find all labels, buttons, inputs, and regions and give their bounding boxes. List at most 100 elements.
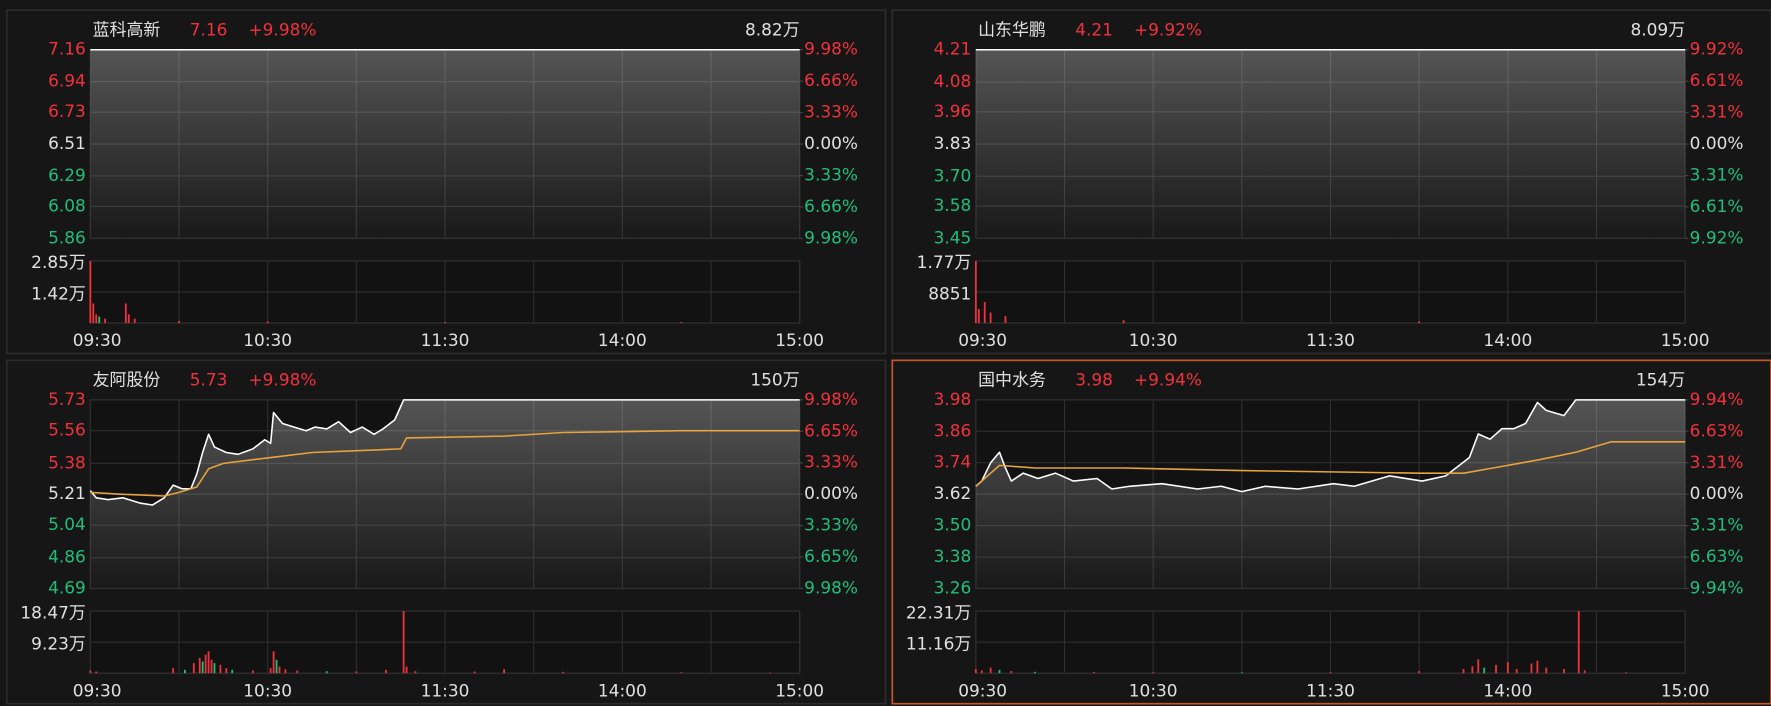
x-tick-label: 11:30	[421, 330, 470, 350]
stock-name: 蓝科高新	[93, 20, 161, 40]
volume-bar	[207, 651, 210, 674]
volume-bar	[562, 671, 565, 674]
y-tick-label: 4.86	[48, 547, 86, 567]
y-tick-label: 3.70	[934, 165, 972, 185]
volume-bar	[414, 671, 417, 674]
y-tick-label: 5.56	[48, 420, 86, 440]
volume-total: 8.09万	[1631, 20, 1686, 40]
volume-bar	[1462, 669, 1465, 674]
y-tick-label: 3.74	[934, 452, 972, 472]
volume-bar	[1418, 670, 1421, 674]
y2-tick-label: 9.98%	[804, 227, 858, 247]
volume-bar	[1329, 672, 1332, 674]
x-tick-label: 14:00	[1483, 330, 1532, 350]
stock-change: +9.98%	[248, 20, 316, 40]
y-tick-label: 6.51	[48, 133, 86, 153]
y2-tick-label: 6.66%	[804, 196, 858, 216]
x-tick-label: 15:00	[775, 330, 824, 350]
x-tick-label: 14:00	[598, 680, 647, 700]
y-tick-label: 5.38	[48, 452, 86, 472]
volume-bar	[269, 668, 272, 674]
volume-bar	[980, 670, 983, 674]
volume-bar	[219, 664, 222, 674]
volume-bar	[231, 669, 234, 674]
price-line	[975, 440, 1686, 487]
volume-bar	[325, 671, 328, 674]
volume-bar	[355, 671, 358, 674]
y2-tick-label: 6.63%	[1690, 420, 1744, 440]
y2-tick-label: 0.00%	[1690, 133, 1744, 153]
volume-bar	[1093, 672, 1095, 674]
volume-bar	[974, 260, 977, 324]
volume-bar	[1577, 611, 1580, 674]
volume-bar	[89, 670, 92, 674]
volume-bar	[213, 663, 216, 674]
y2-tick-label: 0.00%	[1690, 483, 1744, 503]
y-tick-label: 7.16	[48, 39, 86, 59]
y2-tick-label: 6.65%	[804, 420, 858, 440]
y2-tick-label: 9.98%	[804, 39, 858, 59]
y-tick-label: 4.21	[934, 39, 972, 59]
y-tick-label: 3.98	[934, 389, 972, 409]
y-tick-label: 3.58	[934, 195, 972, 215]
y-tick-label: 3.38	[934, 546, 972, 566]
x-tick-label: 09:30	[73, 330, 122, 350]
volume-bar	[989, 312, 992, 324]
volume-total: 8.82万	[745, 20, 800, 40]
y2-tick-label: 3.33%	[804, 452, 858, 472]
volume-bar	[104, 318, 107, 324]
y-tick-label: 3.96	[934, 101, 972, 121]
volume-bar	[192, 663, 195, 674]
volume-bar	[983, 302, 986, 324]
y-tick-label: 3.50	[934, 515, 972, 535]
volume-bar	[974, 669, 977, 674]
volume-bar	[201, 661, 204, 674]
volume-tick-label: 11.16万	[906, 633, 971, 653]
volume-bar	[275, 659, 278, 674]
y2-tick-label: 0.00%	[804, 133, 858, 153]
volume-bar	[124, 303, 127, 324]
x-tick-label: 11:30	[1306, 330, 1355, 350]
panel-frame	[891, 9, 1771, 355]
volume-tick-label: 1.42万	[31, 283, 86, 303]
y-tick-label: 3.45	[934, 227, 972, 247]
volume-bar	[1483, 667, 1486, 674]
y2-tick-label: 3.33%	[804, 515, 858, 535]
volume-bar	[204, 654, 207, 674]
volume-bar	[127, 314, 130, 324]
volume-bar	[98, 316, 101, 324]
volume-bar	[272, 651, 275, 674]
x-tick-label: 15:00	[1661, 330, 1710, 350]
stock-change: +9.94%	[1134, 370, 1202, 390]
volume-bar	[1240, 672, 1243, 674]
volume-bar	[266, 321, 269, 324]
volume-bar	[1583, 670, 1586, 674]
y-tick-label: 3.83	[934, 133, 972, 153]
x-tick-label: 10:30	[243, 330, 292, 350]
y2-tick-label: 3.31%	[1690, 102, 1744, 122]
y2-tick-label: 3.31%	[1690, 452, 1744, 472]
volume-bar	[680, 672, 683, 674]
y2-tick-label: 9.98%	[804, 389, 858, 409]
y2-tick-label: 9.92%	[1690, 227, 1744, 247]
volume-bar	[284, 669, 287, 674]
y-tick-label: 5.86	[48, 227, 86, 247]
price-line	[975, 399, 1686, 493]
price-area	[975, 49, 1686, 239]
stock-price: 3.98	[1075, 370, 1113, 390]
y2-tick-label: 9.94%	[1690, 389, 1744, 409]
y2-tick-label: 3.31%	[1690, 165, 1744, 185]
volume-bar	[1495, 664, 1497, 674]
volume-tick-label: 8851	[928, 283, 971, 303]
y2-tick-label: 3.31%	[1690, 515, 1744, 535]
stock-name: 友阿股份	[93, 370, 161, 390]
price-line	[89, 399, 800, 506]
volume-tick-label: 18.47万	[20, 602, 85, 622]
volume-bar	[89, 260, 92, 324]
volume-bar	[1515, 669, 1518, 674]
volume-bar	[1471, 666, 1474, 674]
panel-frame	[5, 359, 887, 705]
volume-bar	[503, 669, 506, 674]
volume-bar	[769, 672, 772, 674]
stock-change: +9.92%	[1134, 20, 1202, 40]
